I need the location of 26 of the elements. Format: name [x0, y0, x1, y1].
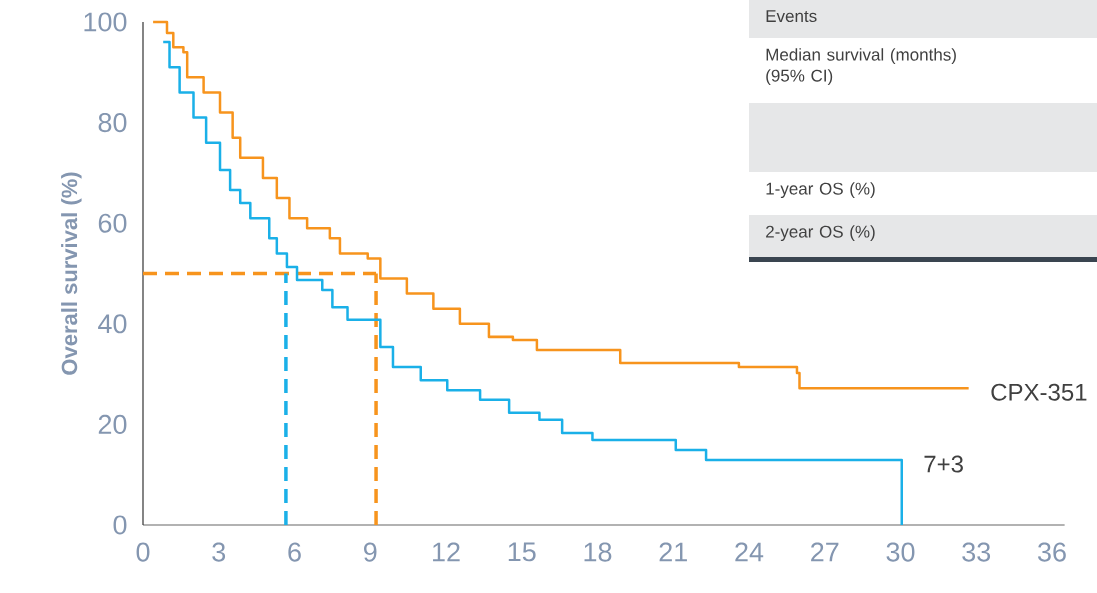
x-tick-label: 0	[136, 542, 150, 562]
x-tick-label: 36	[1038, 542, 1066, 562]
x-tick-label: 18	[584, 542, 612, 562]
x-tick-label: 27	[811, 542, 839, 562]
x-tick-label: 21	[659, 542, 687, 562]
y-axis-title: Overall survival (%)	[61, 172, 82, 375]
annotation: 2-year OS (%)	[766, 225, 875, 242]
y-tick-label: 60	[98, 213, 127, 233]
x-tick-label: 9	[364, 542, 377, 562]
annotation: 1-year OS (%)	[766, 182, 875, 199]
annotation: Median survival (months) (95% CI)	[766, 48, 956, 86]
x-tick-label: 6	[288, 542, 301, 562]
series-label: 7+3	[924, 455, 963, 473]
y-tick-label: 100	[84, 12, 127, 32]
x-tick-label: 30	[886, 542, 915, 562]
series-label: CPX-351	[991, 383, 1087, 401]
y-tick-label: 40	[98, 314, 127, 334]
y-tick-label: 20	[98, 414, 127, 434]
y-tick-label: 80	[98, 113, 127, 133]
x-tick-label: 24	[735, 542, 764, 562]
annotation: Events	[766, 10, 817, 23]
x-tick-label: 33	[962, 542, 991, 562]
x-tick-label: 15	[508, 542, 536, 562]
y-tick-label: 0	[113, 515, 127, 535]
x-tick-label: 12	[433, 542, 460, 562]
x-tick-label: 3	[212, 542, 226, 562]
